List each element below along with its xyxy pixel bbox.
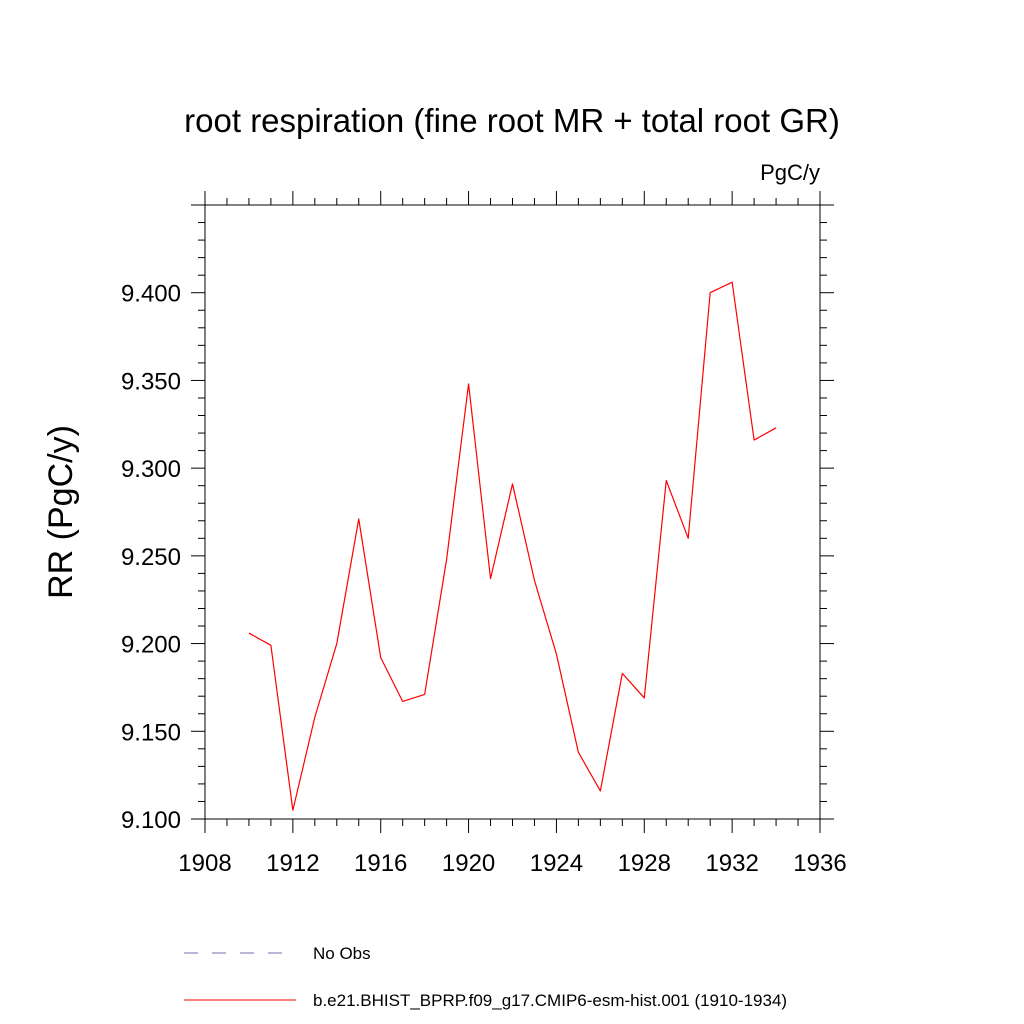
x-tick-label: 1908	[178, 850, 231, 877]
y-tick-label: 9.100	[121, 807, 181, 834]
y-tick-label: 9.350	[121, 368, 181, 395]
plot-frame	[204, 204, 821, 820]
y-tick-label: 9.150	[121, 719, 181, 746]
y-tick-label: 9.250	[121, 544, 181, 571]
legend: No Obs b.e21.BHIST_BPRP.f09_g17.CMIP6-esm…	[184, 944, 787, 1010]
legend-label: b.e21.BHIST_BPRP.f09_g17.CMIP6-esm-hist.…	[313, 991, 787, 1010]
x-tick-labels: 1908 1912 1916 1920 1924 1928 1932 1936	[178, 850, 846, 877]
y-axis-label: RR (PgC/y)	[42, 425, 80, 599]
series-line	[248, 281, 777, 811]
y-tick-label: 9.400	[121, 281, 181, 308]
x-tick-label: 1924	[530, 850, 583, 877]
x-tick-label: 1928	[618, 850, 671, 877]
units-label: PgC/y	[760, 160, 820, 185]
y-tick-label: 9.300	[121, 456, 181, 483]
x-tick-label: 1920	[442, 850, 495, 877]
series-lines	[248, 281, 777, 811]
y-tick-label: 9.200	[121, 632, 181, 659]
chart-title: root respiration (fine root MR + total r…	[184, 102, 840, 139]
x-tick-label: 1912	[266, 850, 319, 877]
legend-label: No Obs	[313, 944, 371, 963]
x-tick-label: 1932	[705, 850, 758, 877]
y-tick-labels: 9.100 9.150 9.200 9.250 9.300 9.350 9.400	[121, 281, 181, 834]
x-tick-label: 1916	[354, 850, 407, 877]
x-tick-label: 1936	[793, 850, 846, 877]
axis-ticks	[191, 191, 834, 833]
